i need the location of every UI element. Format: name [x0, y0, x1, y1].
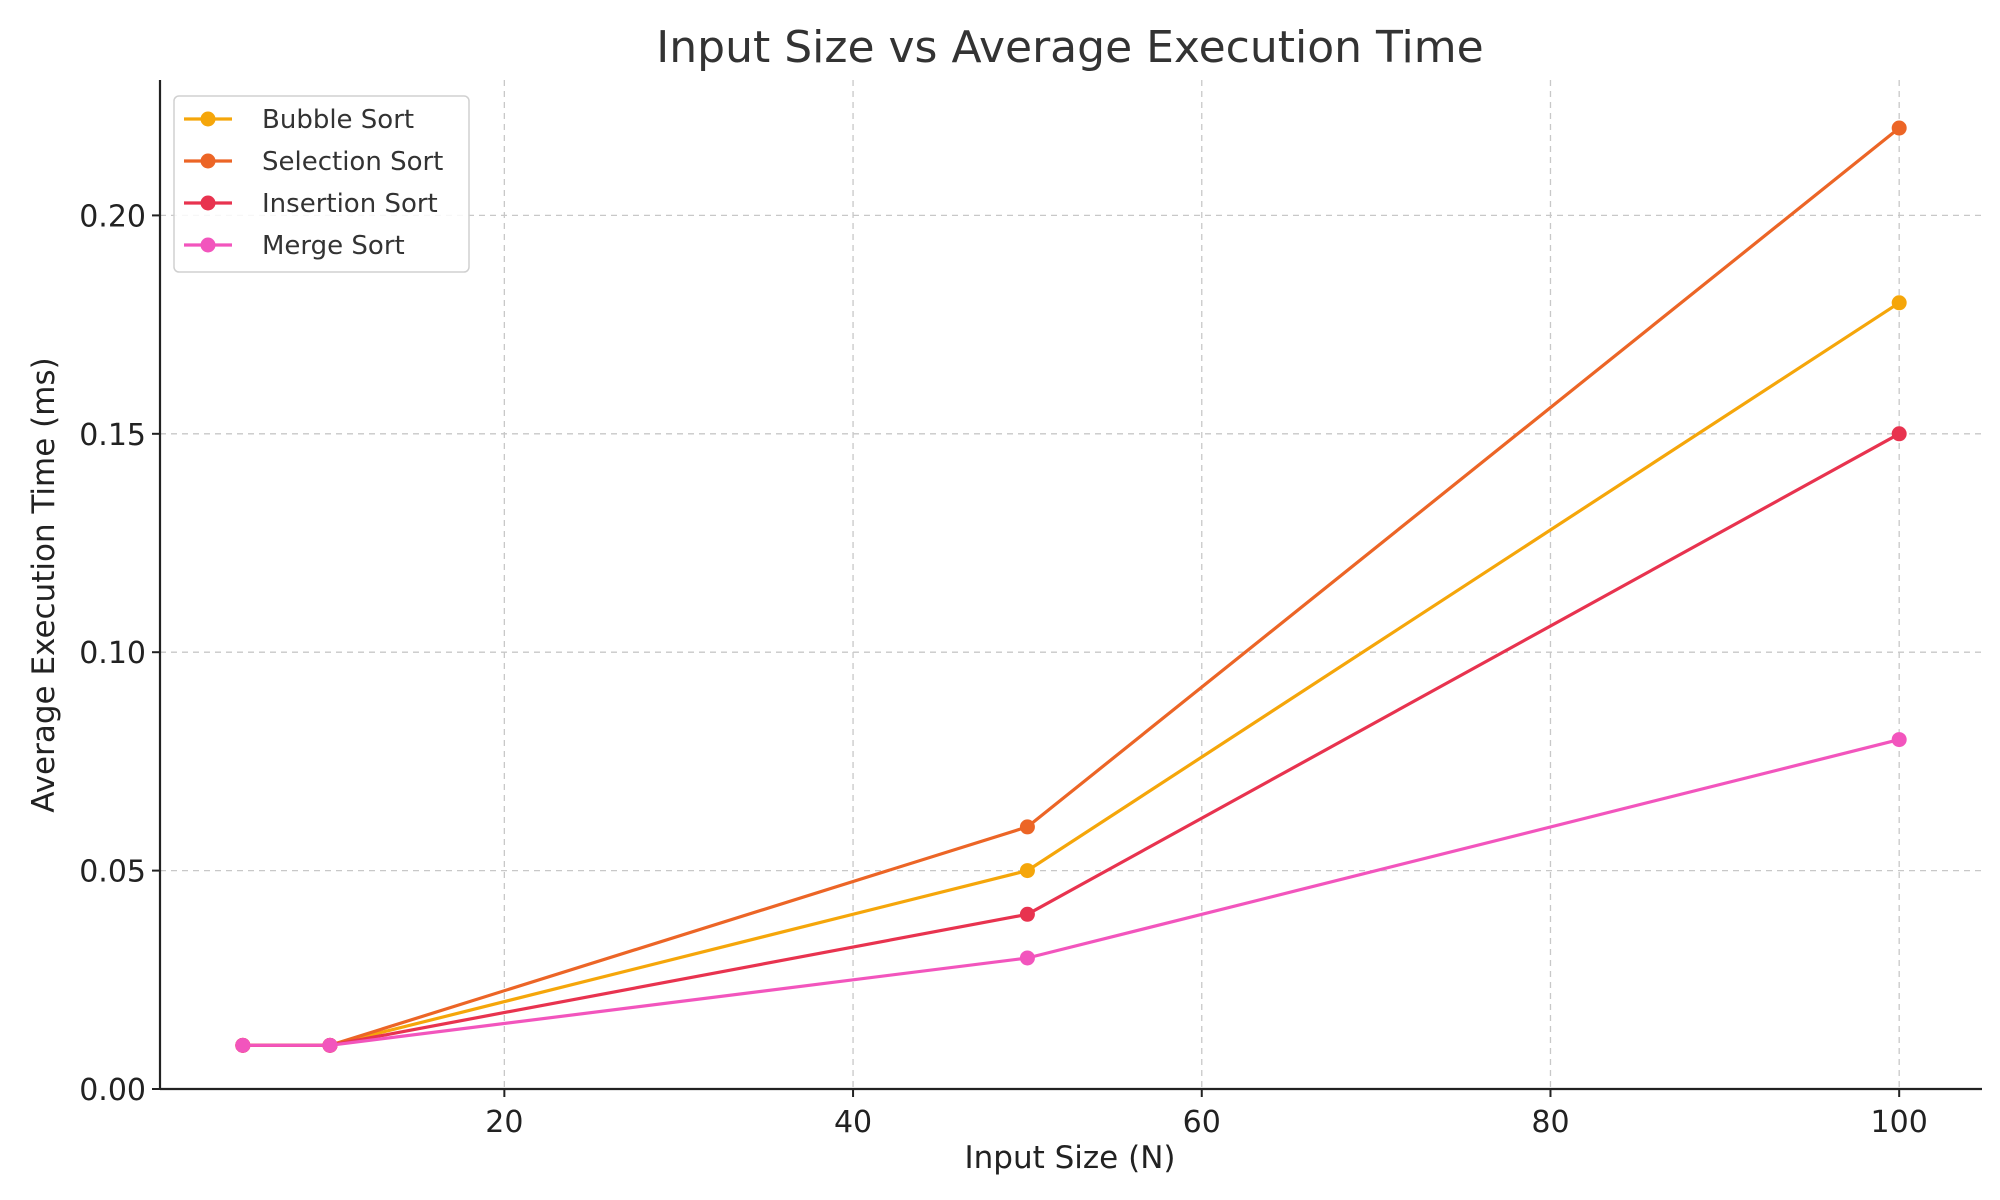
series-line-merge-sort	[241, 737, 1901, 1047]
series-merge-sort	[235, 732, 1907, 1053]
data-point-bubble-sort-3	[1891, 295, 1907, 311]
data-point-insertion-sort-2	[1019, 906, 1035, 922]
series-insertion-sort	[235, 426, 1907, 1053]
series-group	[235, 120, 1907, 1053]
data-point-merge-sort-2	[1019, 950, 1035, 966]
y-axis-label: Average Execution Time (ms)	[26, 357, 62, 812]
y-tick-label-0: 0.00	[79, 1073, 146, 1108]
legend-marker-merge-sort	[200, 237, 216, 253]
data-point-merge-sort-3	[1891, 732, 1907, 748]
data-point-merge-sort-0	[235, 1037, 251, 1053]
legend-marker-bubble-sort	[200, 111, 216, 127]
data-point-bubble-sort-2	[1019, 863, 1035, 879]
axes: 20 40 60 80 100 0.00 0.05 0.10 0.15 0.20	[79, 80, 1982, 1140]
x-tick-label-4: 100	[1871, 1105, 1928, 1140]
x-tick-label-1: 40	[834, 1105, 872, 1140]
legend-item-insertion-sort: Insertion Sort	[184, 189, 438, 219]
x-axis-label: Input Size (N)	[965, 1140, 1176, 1176]
series-line-selection-sort	[241, 126, 1901, 1047]
legend-label-merge-sort: Merge Sort	[262, 231, 405, 261]
legend-label-selection-sort: Selection Sort	[262, 147, 443, 177]
legend-box	[173, 95, 470, 273]
legend-label-insertion-sort: Insertion Sort	[262, 189, 438, 219]
x-tick-label-3: 80	[1531, 1105, 1569, 1140]
legend-item-merge-sort: Merge Sort	[184, 231, 405, 261]
y-tick-label-3: 0.15	[79, 418, 146, 453]
series-selection-sort	[235, 120, 1907, 1053]
data-point-merge-sort-1	[322, 1037, 338, 1053]
data-point-selection-sort-3	[1891, 120, 1907, 136]
legend-item-bubble-sort: Bubble Sort	[184, 105, 414, 135]
y-tick-label-2: 0.10	[79, 636, 146, 671]
legend-item-selection-sort: Selection Sort	[184, 147, 443, 177]
series-bubble-sort	[235, 295, 1907, 1053]
series-line-insertion-sort	[241, 432, 1901, 1047]
y-tick-label-1: 0.05	[79, 855, 146, 890]
data-point-insertion-sort-3	[1891, 426, 1907, 442]
legend-marker-insertion-sort	[200, 195, 216, 211]
data-point-selection-sort-2	[1019, 819, 1035, 835]
legend-marker-selection-sort	[200, 153, 216, 169]
chart-title: Input Size vs Average Execution Time	[656, 22, 1483, 73]
x-tick-label-2: 60	[1183, 1105, 1221, 1140]
legend: Bubble Sort Selection Sort Insertion Sort M…	[173, 95, 470, 273]
y-tick-label-4: 0.20	[79, 199, 146, 234]
series-line-bubble-sort	[241, 301, 1901, 1047]
x-tick-label-0: 20	[485, 1105, 523, 1140]
legend-label-bubble-sort: Bubble Sort	[262, 105, 414, 135]
